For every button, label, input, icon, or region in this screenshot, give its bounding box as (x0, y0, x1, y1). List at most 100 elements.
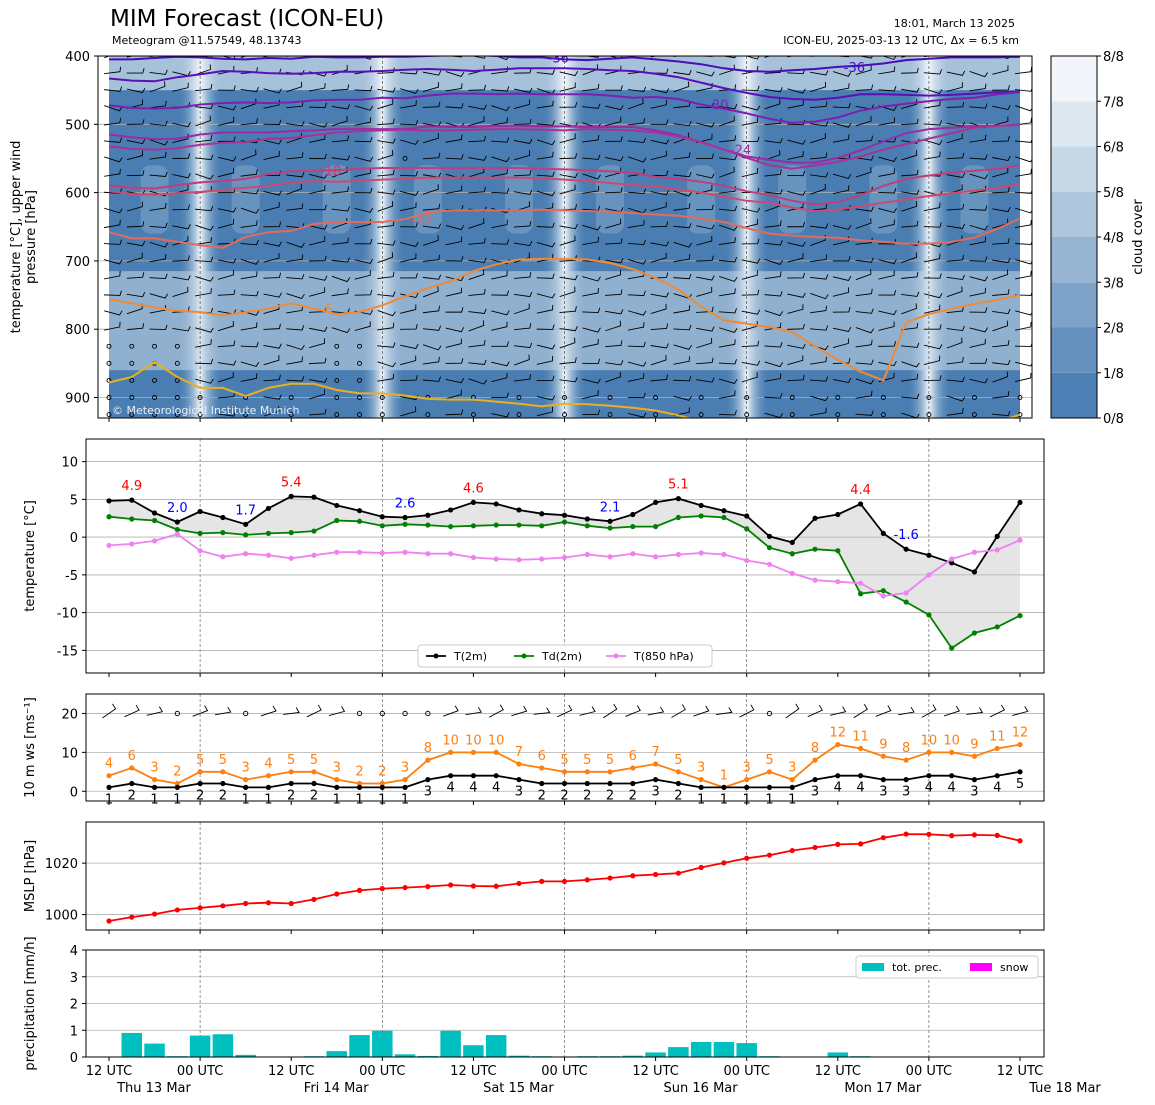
series-point-T(850 hPa) (812, 577, 818, 583)
legend-box (855, 955, 1039, 979)
wind-barb (946, 223, 966, 229)
wind-barb (829, 706, 847, 716)
wind-barb (400, 304, 417, 314)
wind-barb (172, 326, 191, 332)
series-point-T(850 hPa) (561, 554, 568, 561)
series-point-gust (607, 769, 613, 775)
wind-barb (969, 358, 988, 364)
wind-barb (901, 169, 919, 177)
value-label-gust: 4 (105, 757, 113, 772)
series-point-mean (857, 773, 864, 779)
series-point-Td(2m) (334, 517, 340, 524)
extremum-label: -1.6 (893, 528, 918, 543)
value-label-gust: 10 (442, 733, 459, 748)
wind-barb (832, 83, 850, 92)
series-point-T(850 hPa) (926, 572, 932, 578)
wind-barb (605, 309, 624, 315)
wind-barb (739, 704, 755, 718)
series-point-gust (584, 769, 590, 775)
wind-barb (195, 288, 212, 297)
wind-barb (741, 168, 759, 178)
wind-barb (514, 150, 530, 161)
series-point-Td(2m) (835, 548, 841, 554)
calm-wind-circle (766, 710, 773, 717)
wind-barb (354, 156, 374, 162)
wind-barb (878, 86, 897, 92)
series-point-T(850 hPa) (698, 550, 704, 556)
wind-barb (650, 150, 667, 161)
calm-wind-circle (129, 343, 135, 349)
calm-wind-circle (402, 710, 408, 717)
calm-wind-circle (334, 343, 340, 349)
series-point-T(2m) (288, 493, 294, 499)
value-label-gust: 3 (242, 761, 250, 776)
wind-barb (377, 138, 396, 144)
wind-barb (536, 375, 555, 381)
wind-barb (1015, 310, 1032, 316)
value-label-gust: 7 (651, 745, 659, 760)
wind-barb (582, 154, 601, 160)
wind-barb (650, 99, 667, 109)
wind-barb (126, 68, 145, 74)
wind-barb (513, 323, 532, 331)
calm-wind-circle (972, 395, 977, 400)
wind-barb (354, 117, 372, 126)
wind-barb (126, 272, 145, 279)
calm-wind-circle (106, 395, 112, 400)
series-point-gust (174, 780, 180, 787)
series-point-mean (835, 773, 841, 779)
wind-barb (878, 168, 895, 177)
wind-barb (422, 305, 440, 314)
wind-barb (400, 119, 419, 126)
wind-barb (240, 373, 258, 382)
temperature-legend: T(2m) Td(2m) T(850 hPa) (417, 644, 713, 668)
mslp-point (425, 883, 431, 890)
wind-barb (172, 122, 191, 128)
value-label-mean: 1 (743, 792, 751, 807)
wind-barb (377, 150, 394, 161)
mslp-point (265, 900, 272, 906)
isotherm-label: -12 (411, 213, 432, 228)
wind-barb (603, 703, 618, 719)
cloud-patch (504, 165, 533, 234)
series-point-Td(2m) (448, 523, 454, 530)
legend-marker (613, 653, 619, 659)
wind-barb (491, 310, 510, 316)
wind-barb (582, 236, 600, 246)
isotherm-line (108, 176, 1021, 213)
wind-barb (559, 56, 576, 57)
wind-barb (309, 122, 328, 128)
wind-barb (513, 220, 532, 228)
xtick-time-label: 00 UTC (906, 1064, 952, 1079)
wind-barb (308, 102, 327, 109)
wind-barb (103, 290, 122, 296)
calm-wind-circle (288, 412, 294, 418)
precip-bar (713, 1042, 735, 1057)
wind-barb (124, 704, 140, 718)
wind-barb (605, 269, 622, 280)
extremum-label: 1.7 (235, 503, 256, 518)
colorbar-step (1051, 56, 1097, 102)
wind-barb (901, 67, 919, 74)
wind-barb (331, 186, 349, 194)
wind-barb (605, 258, 624, 264)
wind-barb (149, 171, 168, 177)
value-label-gust: 5 (560, 753, 568, 768)
wind-barb (172, 82, 189, 92)
wind-barb (832, 255, 851, 262)
wind-barb (764, 149, 781, 161)
wind-barb (400, 88, 419, 94)
wind-barb (605, 105, 624, 111)
wind-barb (263, 150, 280, 161)
value-label-mean: 4 (993, 781, 1001, 796)
wind-barb (855, 390, 873, 399)
xtick-time-label: 12 UTC (86, 1064, 132, 1079)
value-label-mean: 1 (355, 792, 363, 807)
wind-barb (901, 291, 920, 297)
wind-barb (445, 256, 464, 262)
series-point-T(850 hPa) (311, 552, 317, 558)
wind-barb (400, 406, 417, 417)
series-point-mean (675, 780, 681, 787)
mslp-point (812, 844, 818, 851)
mslp-point (151, 911, 158, 917)
